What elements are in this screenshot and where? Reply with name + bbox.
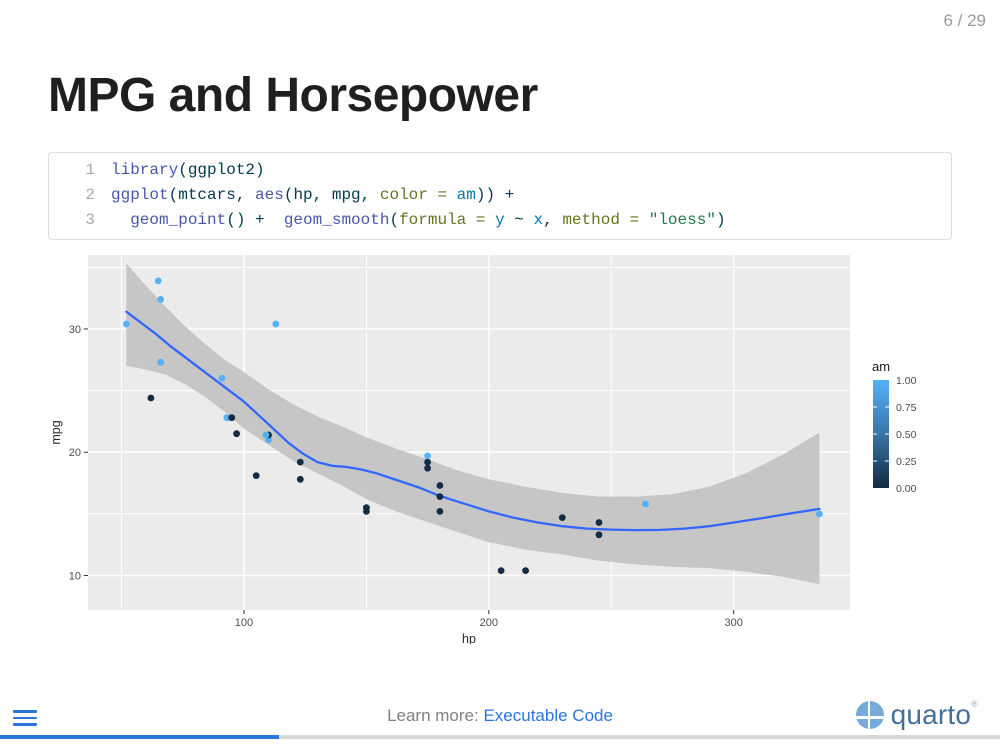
data-point	[233, 430, 241, 438]
quarto-logo: quarto®	[855, 698, 978, 732]
code-line: 2 ggplot(mtcars, aes(hp, mpg, color = am)…	[49, 183, 951, 208]
data-point	[296, 475, 304, 483]
data-point	[497, 567, 505, 574]
learn-more-label: Learn more:	[387, 706, 484, 725]
y-tick-label: 30	[69, 324, 81, 336]
data-point	[157, 296, 165, 303]
data-point	[436, 482, 444, 489]
data-point	[262, 431, 270, 439]
code-line: 3 geom_point() + geom_smooth(formula = y…	[49, 208, 951, 233]
x-tick-label: 200	[480, 617, 498, 629]
data-point	[424, 458, 431, 466]
menu-bar	[13, 710, 37, 713]
quarto-circle-icon	[855, 701, 884, 729]
legend-label: 0.00	[896, 483, 917, 495]
data-point	[157, 358, 165, 366]
x-tick-label: 100	[235, 617, 253, 629]
menu-bar	[13, 716, 37, 719]
data-point	[642, 500, 649, 508]
menu-icon[interactable]	[13, 710, 37, 727]
slide-number: 6 / 29	[943, 11, 986, 30]
data-point	[147, 394, 155, 402]
slide-title: MPG and Horsepower	[48, 69, 538, 122]
data-point	[522, 567, 529, 574]
data-point	[558, 514, 566, 521]
code-text: geom_point() + geom_smooth(formula = y ~…	[130, 211, 726, 229]
data-point	[424, 464, 431, 472]
line-number: 3	[85, 211, 95, 229]
data-point	[123, 320, 130, 328]
y-tick-label: 20	[69, 447, 81, 459]
data-point	[816, 510, 823, 518]
data-point	[436, 493, 444, 500]
y-tick-label: 10	[69, 570, 81, 582]
code-text: ggplot(mtcars, aes(hp, mpg, color = am))…	[111, 186, 515, 204]
executable-code-link[interactable]: Executable Code	[483, 706, 613, 725]
x-axis-title: hp	[462, 632, 476, 644]
registered-mark: ®	[971, 699, 978, 709]
quarto-wordmark: quarto®	[890, 699, 978, 730]
data-point	[223, 414, 231, 422]
code-block: 1 library(ggplot2) 2 ggplot(mtcars, aes(hp,…	[48, 152, 952, 240]
data-point	[154, 277, 162, 285]
data-point	[272, 320, 280, 328]
data-point	[228, 414, 236, 422]
code-text: library(ggplot2)	[111, 161, 265, 179]
loess-smooth-line	[125, 310, 821, 532]
y-axis-title: mpg	[49, 420, 63, 444]
legend-label: 1.00	[896, 375, 917, 387]
data-point	[252, 472, 260, 479]
legend-label: 0.75	[896, 402, 917, 414]
data-point	[424, 452, 431, 460]
line-number: 2	[85, 186, 95, 204]
data-point	[218, 374, 226, 382]
data-point	[296, 458, 304, 466]
legend-label: 0.25	[896, 456, 917, 468]
footer-text: Learn more: Executable Code	[0, 706, 1000, 726]
menu-bar	[13, 723, 37, 726]
mpg-hp-scatter-plot: 100 200 300 10 20 30 hp mpg am 1.00 0.75 0.50 0.25 0.…	[49, 255, 917, 646]
data-point	[363, 508, 370, 515]
data-point	[595, 531, 603, 539]
progress-bar[interactable]	[0, 735, 1000, 739]
legend-title: am	[872, 359, 890, 374]
mpg-hp-chart: 100 200 300 10 20 30 hp mpg am 1.00 0.75 0.50 0.25 0.…	[40, 250, 960, 646]
data-point	[595, 519, 603, 526]
progress-bar-fill	[0, 735, 279, 739]
code-line: 1 library(ggplot2)	[49, 158, 951, 183]
footer: Learn more: Executable Code quarto®	[0, 696, 1000, 738]
data-point	[436, 508, 444, 515]
line-number: 1	[85, 161, 95, 179]
x-tick-label: 300	[725, 617, 743, 629]
legend-label: 0.50	[896, 429, 917, 441]
